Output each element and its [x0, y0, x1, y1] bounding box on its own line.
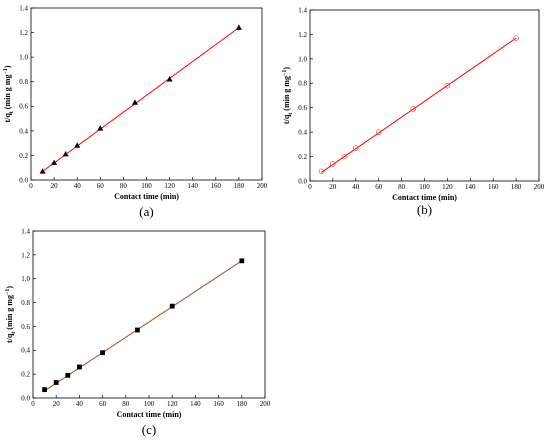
y-tick-label: 1.2	[19, 29, 28, 37]
x-axis-label: Contact time (min)	[392, 193, 457, 202]
fit-line	[321, 37, 517, 173]
chart-panel-a: 0 20 40 60 80 100 120 140 160 180 200 0.0 0.2 0.4 0.6 0…	[3, 4, 268, 219]
x-tick-label: 60	[99, 400, 107, 408]
x-tick-label: 20	[51, 182, 59, 190]
data-point	[341, 153, 348, 160]
data-point	[135, 327, 140, 333]
y-axis-label: t/qt (min g mg−1)	[3, 65, 15, 122]
x-tick-label: 180	[237, 400, 248, 408]
y-tick-label: 0.4	[19, 127, 28, 135]
data-point	[51, 159, 58, 165]
x-tick-label: 40	[76, 400, 84, 408]
data-point	[166, 76, 173, 82]
x-tick-label: 200	[260, 400, 271, 408]
data-point	[39, 168, 46, 174]
panel-label: (a)	[139, 204, 153, 219]
y-tick-label: 1.2	[298, 31, 307, 39]
y-tick-label: 0.4	[298, 129, 307, 137]
data-point	[353, 145, 359, 151]
data-point	[375, 129, 382, 135]
x-tick-label: 140	[465, 183, 476, 191]
data-point	[239, 258, 245, 264]
x-tick-label: 140	[187, 182, 198, 190]
x-tick-label: 100	[141, 182, 152, 190]
data-point	[318, 168, 325, 174]
x-tick-label: 140	[190, 400, 201, 408]
data-point	[100, 350, 105, 356]
plot-frame	[309, 9, 540, 182]
y-tick-label: 1.4	[19, 4, 28, 12]
y-axis-label: t/qt (min g mg−1)	[5, 286, 17, 343]
y-tick-label: 0.2	[21, 371, 30, 379]
x-tick-label: 100	[419, 183, 430, 191]
panel-label: (b)	[417, 202, 432, 217]
x-tick-label: 20	[53, 400, 61, 408]
x-tick-label: 160	[213, 400, 224, 408]
x-tick-label: 80	[120, 182, 128, 190]
data-point	[97, 125, 104, 131]
y-tick-label: 0.2	[19, 152, 28, 160]
y-tick-label: 1.4	[298, 6, 307, 14]
x-tick-label: 100	[144, 400, 155, 408]
data-point	[410, 106, 416, 112]
y-tick-label: 1.2	[21, 251, 30, 259]
chart-panel-c: 0 20 40 60 80 100 120 140 160 180 200 0.0 0.2 0.4 0.6 0…	[5, 227, 271, 437]
fit-line	[44, 260, 243, 392]
y-tick-label: 0.8	[298, 80, 307, 88]
data-point	[53, 380, 59, 385]
y-tick-label: 0.8	[21, 299, 30, 307]
x-tick-label: 120	[442, 183, 453, 191]
x-tick-label: 160	[488, 183, 499, 191]
x-tick-label: 200	[257, 182, 268, 190]
x-tick-label: 40	[74, 182, 82, 190]
x-tick-label: 60	[97, 182, 105, 190]
x-tick-label: 0	[31, 400, 35, 408]
data-point	[62, 151, 69, 157]
x-tick-label: 180	[511, 183, 522, 191]
x-tick-label: 20	[329, 183, 337, 191]
x-tick-label: 120	[164, 182, 175, 190]
y-axis-label: t/qt (min g mg−1)	[282, 67, 294, 124]
y-tick-label: 1.0	[19, 54, 28, 62]
x-axis-label: Contact time (min)	[114, 192, 179, 201]
data-point	[235, 24, 242, 30]
data-point	[74, 142, 81, 148]
y-tick-label: 1.0	[298, 55, 307, 63]
fit-line	[42, 27, 240, 172]
data-point	[42, 387, 47, 393]
y-tick-label: 0.4	[21, 347, 30, 355]
y-tick-label: 0.6	[298, 104, 307, 112]
y-tick-label: 0.6	[19, 103, 28, 111]
x-tick-label: 180	[234, 182, 245, 190]
y-tick-label: 1.0	[21, 275, 30, 283]
x-tick-label: 0	[29, 182, 33, 190]
panel-label: (c)	[142, 422, 156, 437]
y-tick-label: 0.0	[298, 177, 307, 185]
data-point	[65, 372, 71, 378]
y-tick-label: 0.2	[298, 153, 307, 161]
y-tick-label: 0.0	[21, 394, 30, 402]
y-tick-label: 0.0	[19, 176, 28, 184]
x-axis-label: Contact time (min)	[117, 410, 182, 419]
data-point	[77, 364, 82, 370]
x-tick-label: 160	[211, 182, 222, 190]
data-point	[513, 35, 519, 41]
x-tick-label: 0	[308, 183, 312, 191]
data-point	[330, 161, 336, 167]
y-tick-label: 0.8	[19, 78, 28, 86]
x-tick-label: 80	[398, 183, 406, 191]
chart-panel-b: 0 20 40 60 80 100 120 140 160 180 200 0.0 0.2 0.4 0.6 0…	[282, 6, 545, 217]
x-tick-label: 80	[122, 400, 130, 408]
x-tick-label: 40	[352, 183, 360, 191]
data-point	[131, 99, 138, 105]
x-tick-label: 60	[375, 183, 383, 191]
data-point	[169, 303, 175, 309]
x-tick-label: 120	[167, 400, 178, 408]
x-tick-label: 200	[534, 183, 545, 191]
y-tick-label: 1.4	[21, 227, 30, 235]
y-tick-label: 0.6	[21, 323, 30, 331]
data-point	[444, 82, 451, 89]
